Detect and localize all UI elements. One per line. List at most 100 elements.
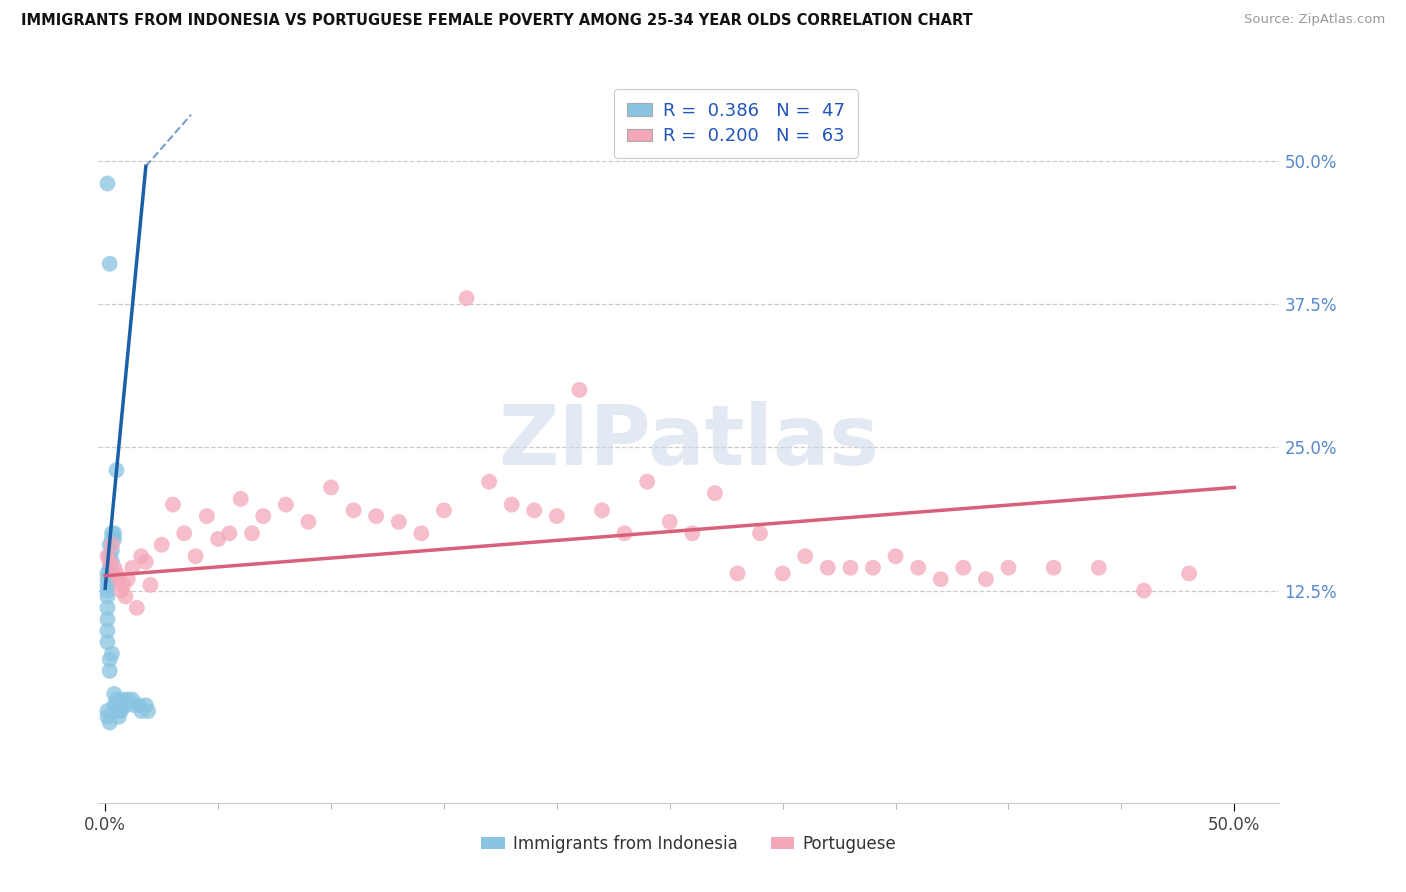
Point xyxy=(839,560,862,574)
Point xyxy=(117,572,139,586)
Point xyxy=(124,698,146,713)
Point xyxy=(952,560,974,574)
Point xyxy=(103,687,125,701)
Point xyxy=(98,715,121,730)
Point xyxy=(96,704,118,718)
Point xyxy=(252,509,274,524)
Point xyxy=(456,291,478,305)
Point xyxy=(114,590,136,604)
Point xyxy=(96,612,118,626)
Point xyxy=(98,664,121,678)
Point xyxy=(121,560,143,574)
Point xyxy=(658,515,681,529)
Point xyxy=(997,560,1019,574)
Point xyxy=(1088,560,1111,574)
Point xyxy=(162,498,184,512)
Point xyxy=(101,555,124,569)
Point xyxy=(125,600,148,615)
Point xyxy=(131,549,153,564)
Point xyxy=(110,583,132,598)
Point xyxy=(546,509,568,524)
Point xyxy=(96,590,118,604)
Point xyxy=(907,560,929,574)
Point xyxy=(613,526,636,541)
Point xyxy=(96,600,118,615)
Point xyxy=(101,532,124,546)
Point xyxy=(98,538,121,552)
Point xyxy=(342,503,364,517)
Point xyxy=(101,538,124,552)
Point xyxy=(772,566,794,581)
Point xyxy=(96,710,118,724)
Point xyxy=(101,566,124,581)
Point xyxy=(96,635,118,649)
Point xyxy=(568,383,591,397)
Point xyxy=(319,480,342,494)
Point xyxy=(107,572,129,586)
Point xyxy=(131,704,153,718)
Point xyxy=(207,532,229,546)
Point xyxy=(929,572,952,586)
Point xyxy=(749,526,772,541)
Point xyxy=(96,566,118,581)
Point xyxy=(98,257,121,271)
Point xyxy=(96,549,118,564)
Point xyxy=(103,698,125,713)
Point xyxy=(114,698,136,713)
Point xyxy=(591,503,613,517)
Point xyxy=(101,526,124,541)
Point xyxy=(366,509,388,524)
Point xyxy=(105,566,128,581)
Point xyxy=(229,491,252,506)
Point xyxy=(388,515,411,529)
Point xyxy=(433,503,456,517)
Point xyxy=(96,578,118,592)
Point xyxy=(96,572,118,586)
Point xyxy=(173,526,195,541)
Point xyxy=(817,560,839,574)
Point xyxy=(884,549,907,564)
Point xyxy=(112,578,135,592)
Point xyxy=(136,704,159,718)
Point xyxy=(1178,566,1201,581)
Legend: Immigrants from Indonesia, Portuguese: Immigrants from Indonesia, Portuguese xyxy=(475,828,903,860)
Point xyxy=(110,698,132,713)
Point xyxy=(96,583,118,598)
Text: Source: ZipAtlas.com: Source: ZipAtlas.com xyxy=(1244,13,1385,27)
Point xyxy=(411,526,433,541)
Point xyxy=(105,463,128,477)
Point xyxy=(297,515,319,529)
Point xyxy=(98,572,121,586)
Text: ZIPatlas: ZIPatlas xyxy=(499,401,879,482)
Point xyxy=(98,549,121,564)
Point xyxy=(101,543,124,558)
Point xyxy=(139,578,162,592)
Point xyxy=(98,555,121,569)
Point xyxy=(135,698,157,713)
Point xyxy=(98,652,121,666)
Point xyxy=(703,486,725,500)
Point xyxy=(523,503,546,517)
Point xyxy=(105,698,128,713)
Point xyxy=(110,704,132,718)
Point xyxy=(794,549,817,564)
Point xyxy=(101,647,124,661)
Point xyxy=(103,526,125,541)
Point xyxy=(240,526,263,541)
Point xyxy=(135,555,157,569)
Point xyxy=(107,710,129,724)
Point xyxy=(150,538,173,552)
Point xyxy=(478,475,501,489)
Point xyxy=(274,498,297,512)
Point xyxy=(184,549,207,564)
Point xyxy=(195,509,218,524)
Point xyxy=(862,560,884,574)
Point xyxy=(681,526,703,541)
Point xyxy=(103,532,125,546)
Point xyxy=(117,692,139,706)
Point xyxy=(974,572,997,586)
Point xyxy=(103,560,125,574)
Point xyxy=(105,692,128,706)
Point xyxy=(128,698,150,713)
Point xyxy=(218,526,240,541)
